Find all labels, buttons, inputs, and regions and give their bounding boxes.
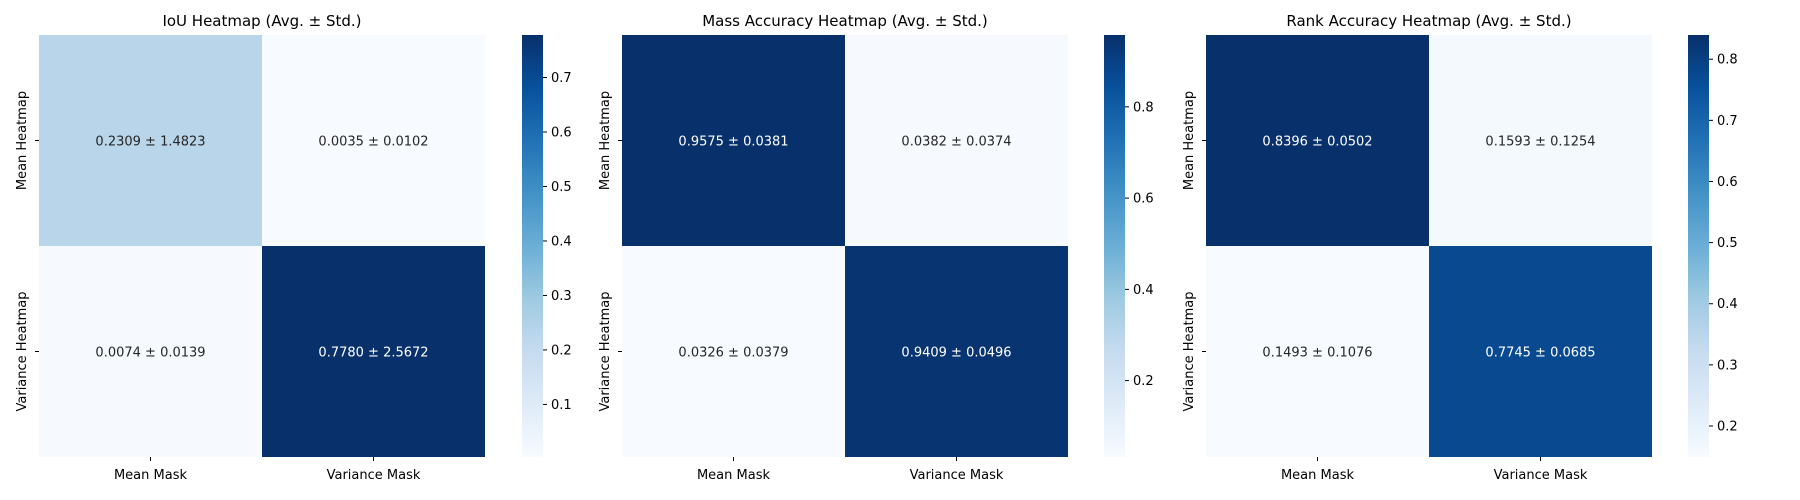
cell-label: 0.2309 ± 1.4823 xyxy=(95,135,205,150)
x-tick-label: Variance Mask xyxy=(1494,468,1588,483)
colorbar-tick-label: 0.3 xyxy=(1717,358,1738,373)
cell-label: 0.8396 ± 0.0502 xyxy=(1262,135,1372,150)
y-tick-label: Variance Heatmap xyxy=(598,291,613,411)
y-tick-label: Mean Heatmap xyxy=(15,91,30,190)
cell-label: 0.0035 ± 0.0102 xyxy=(318,135,428,150)
colorbar-tick-label: 0.7 xyxy=(551,71,572,86)
colorbar-tick-label: 0.8 xyxy=(1133,100,1154,115)
heatmap-cell xyxy=(845,35,1068,246)
cell-label: 0.9409 ± 0.0496 xyxy=(901,346,1011,361)
colorbar-tick-label: 0.3 xyxy=(551,289,572,304)
chart-title: Mass Accuracy Heatmap (Avg. ± Std.) xyxy=(702,12,988,30)
cell-label: 0.9575 ± 0.0381 xyxy=(678,135,788,150)
colorbar-tick-label: 0.6 xyxy=(1717,175,1738,190)
heatmap-panel-2: Mass Accuracy Heatmap (Avg. ± Std.) 0.957… xyxy=(598,12,1154,483)
cell-label: 0.1493 ± 0.1076 xyxy=(1262,346,1372,361)
x-tick-label: Variance Mask xyxy=(327,468,421,483)
colorbar-tick-label: 0.8 xyxy=(1717,53,1738,68)
x-tick-label: Mean Mask xyxy=(1281,468,1355,483)
heatmap-panel-3: Rank Accuracy Heatmap (Avg. ± Std.) 0.839… xyxy=(1182,12,1738,483)
colorbar-tick-label: 0.2 xyxy=(1717,420,1738,435)
cell-label: 0.0382 ± 0.0374 xyxy=(901,135,1011,150)
colorbar-tick-label: 0.4 xyxy=(1717,297,1738,312)
colorbar-tick-label: 0.5 xyxy=(551,180,572,195)
y-tick-label: Variance Heatmap xyxy=(1182,291,1197,411)
colorbar xyxy=(1688,35,1709,457)
colorbar-tick-label: 0.4 xyxy=(551,234,572,249)
y-tick-label: Mean Heatmap xyxy=(1182,91,1197,190)
cell-label: 0.7780 ± 2.5672 xyxy=(318,346,428,361)
heatmap-cell xyxy=(622,35,845,246)
colorbar-tick-label: 0.2 xyxy=(551,343,572,358)
colorbar-tick-label: 0.6 xyxy=(551,125,572,140)
cell-label: 0.1593 ± 0.1254 xyxy=(1485,135,1595,150)
heatmap-cell xyxy=(1429,35,1652,246)
heatmap-cell xyxy=(262,246,485,457)
heatmap-cell xyxy=(845,246,1068,457)
cell-label: 0.0074 ± 0.0139 xyxy=(95,346,205,361)
y-tick-label: Variance Heatmap xyxy=(15,291,30,411)
x-tick-label: Mean Mask xyxy=(114,468,188,483)
cell-label: 0.7745 ± 0.0685 xyxy=(1485,346,1595,361)
cell-label: 0.0326 ± 0.0379 xyxy=(678,346,788,361)
colorbar xyxy=(1104,35,1125,457)
heatmap-panel-1: IoU Heatmap (Avg. ± Std.) 0.2309 ± 1.4823… xyxy=(15,12,572,483)
colorbar-tick-label: 0.7 xyxy=(1717,114,1738,129)
heatmap-cell xyxy=(1206,35,1429,246)
colorbar-tick-label: 0.4 xyxy=(1133,283,1154,298)
heatmap-cell xyxy=(39,246,262,457)
y-tick-label: Mean Heatmap xyxy=(598,91,613,190)
colorbar xyxy=(522,35,543,457)
heatmap-cell xyxy=(622,246,845,457)
heatmap-cell xyxy=(39,35,262,246)
chart-title: IoU Heatmap (Avg. ± Std.) xyxy=(162,12,361,30)
colorbar-tick-label: 0.1 xyxy=(551,398,572,413)
x-tick-label: Mean Mask xyxy=(697,468,771,483)
chart-title: Rank Accuracy Heatmap (Avg. ± Std.) xyxy=(1286,12,1571,30)
heatmap-cell xyxy=(262,35,485,246)
colorbar-tick-label: 0.5 xyxy=(1717,236,1738,251)
x-tick-label: Variance Mask xyxy=(910,468,1004,483)
heatmap-cell xyxy=(1429,246,1652,457)
heatmap-cell xyxy=(1206,246,1429,457)
colorbar-tick-label: 0.2 xyxy=(1133,374,1154,389)
colorbar-tick-label: 0.6 xyxy=(1133,192,1154,207)
